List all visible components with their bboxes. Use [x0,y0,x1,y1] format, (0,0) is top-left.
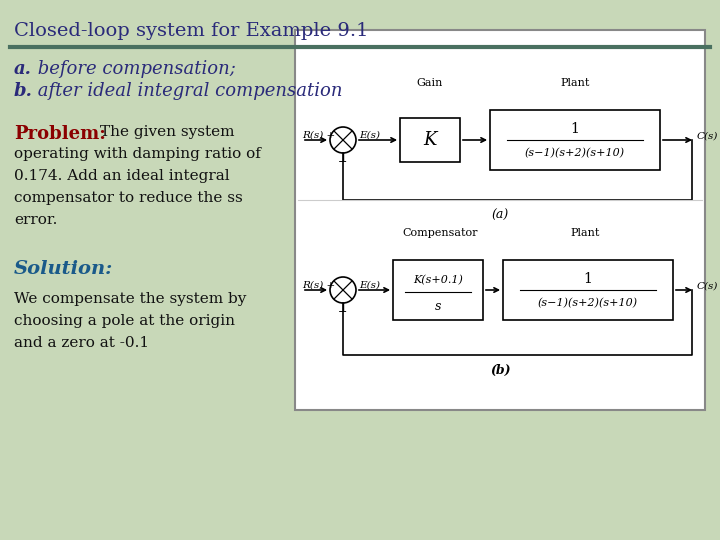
Text: E(s): E(s) [359,280,380,289]
Text: (a): (a) [491,208,508,221]
Text: Plant: Plant [570,228,600,238]
Text: Solution:: Solution: [14,260,113,278]
Text: K: K [423,131,437,149]
Text: E(s): E(s) [359,131,380,139]
Text: compensator to reduce the ss: compensator to reduce the ss [14,191,243,205]
Text: (s−1)(s+2)(s+10): (s−1)(s+2)(s+10) [538,298,638,308]
Text: We compensate the system by: We compensate the system by [14,292,246,306]
Text: C(s): C(s) [697,132,719,140]
Text: −: − [338,307,348,317]
Text: 1: 1 [570,122,580,136]
FancyBboxPatch shape [490,110,660,170]
Text: Closed-loop system for Example 9.1: Closed-loop system for Example 9.1 [14,22,369,40]
Text: R(s) +: R(s) + [302,131,336,139]
Text: Plant: Plant [560,78,590,88]
Text: 0.174. Add an ideal integral: 0.174. Add an ideal integral [14,169,230,183]
Text: Compensator: Compensator [402,228,478,238]
Text: K(s+0.1): K(s+0.1) [413,275,463,285]
Text: operating with damping ratio of: operating with damping ratio of [14,147,261,161]
Text: (s−1)(s+2)(s+10): (s−1)(s+2)(s+10) [525,148,625,158]
FancyBboxPatch shape [393,260,483,320]
Text: s: s [435,300,441,313]
FancyBboxPatch shape [295,30,705,410]
Text: The given system: The given system [100,125,235,139]
Text: after ideal integral compensation: after ideal integral compensation [32,82,343,100]
Text: b.: b. [14,82,33,100]
FancyBboxPatch shape [503,260,673,320]
Text: Gain: Gain [417,78,444,88]
Text: and a zero at -0.1: and a zero at -0.1 [14,336,149,350]
FancyBboxPatch shape [400,118,460,162]
Text: −: − [338,157,348,167]
Text: choosing a pole at the origin: choosing a pole at the origin [14,314,235,328]
Text: R(s) +: R(s) + [302,280,336,289]
Text: a.: a. [14,60,32,78]
Text: Problem:: Problem: [14,125,106,143]
Text: (b): (b) [490,363,510,376]
Text: error.: error. [14,213,58,227]
Text: C(s): C(s) [697,281,719,291]
Text: 1: 1 [584,272,593,286]
Text: before compensation;: before compensation; [32,60,236,78]
